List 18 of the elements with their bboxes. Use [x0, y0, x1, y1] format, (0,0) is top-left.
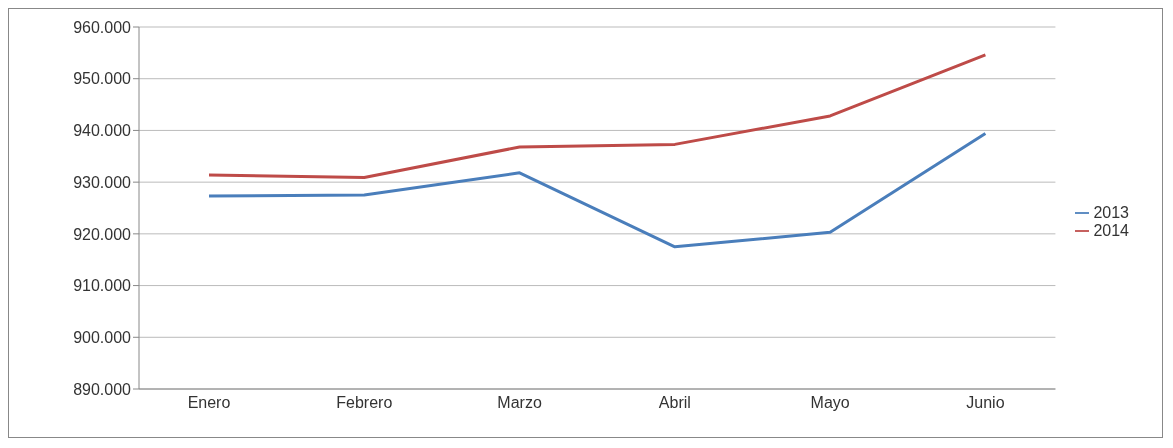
y-tick-label: 940.000 [73, 122, 132, 140]
y-tick-label: 930.000 [73, 173, 132, 191]
x-tick-label: Mayo [810, 394, 850, 412]
x-tick-label: Abril [658, 394, 691, 412]
line-series [207, 53, 987, 179]
legend-label: 2014 [1093, 221, 1129, 239]
line-series [207, 132, 987, 249]
y-tick-label: 950.000 [73, 70, 132, 88]
x-tick-label: Marzo [497, 394, 542, 412]
x-tick-label: Febrero [336, 394, 393, 412]
x-tick-label: Junio [966, 394, 1005, 412]
y-tick-label: 960.000 [73, 18, 132, 36]
y-tick-label: 920.000 [73, 225, 132, 243]
legend-label: 2013 [1093, 203, 1129, 221]
y-tick-label: 890.000 [73, 380, 132, 398]
x-tick-label: Enero [187, 394, 231, 412]
y-tick-label: 910.000 [73, 277, 132, 295]
y-tick-label: 900.000 [73, 328, 132, 346]
